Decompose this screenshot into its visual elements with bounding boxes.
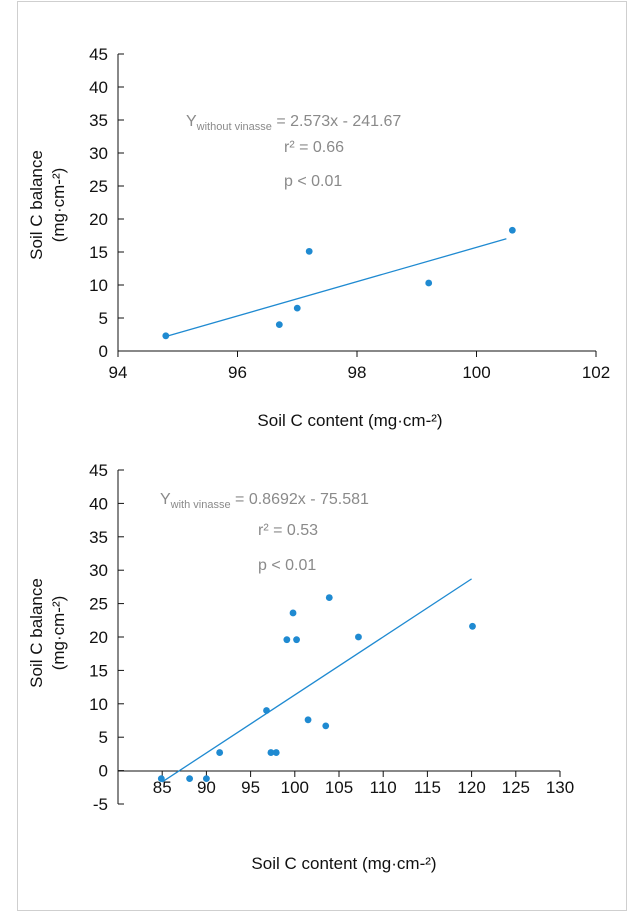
data-point	[325, 594, 333, 601]
y-tick-label: 5	[99, 728, 108, 747]
y-tick-label: -5	[93, 795, 108, 814]
data-point	[293, 304, 301, 312]
y-tick-label: 35	[89, 111, 108, 130]
y-axis-unit: (mg·cm-²)	[49, 596, 68, 671]
y-tick-label: 45	[89, 45, 108, 64]
y-tick-label: 20	[89, 628, 108, 647]
y-tick-label: 45	[89, 461, 108, 480]
y-tick-label: 35	[89, 528, 108, 547]
r-squared-text: r² = 0.66	[284, 139, 344, 156]
data-point	[508, 226, 516, 234]
x-tick-label: 125	[502, 778, 530, 797]
data-point	[355, 633, 362, 641]
x-tick-label: 98	[348, 363, 367, 382]
y-axis-title: Soil C balance	[27, 150, 46, 260]
data-point	[283, 636, 291, 644]
data-point	[203, 775, 210, 783]
data-point	[469, 622, 476, 630]
equation-subscript: with vinasse	[170, 499, 231, 511]
equation-prefix: Y	[186, 113, 197, 130]
y-tick-label: 10	[89, 695, 108, 714]
data-point	[305, 247, 313, 255]
equation-annotation: Ywithout vinasse = 2.573x - 241.67 r² = …	[186, 113, 401, 190]
x-tick-label: 100	[462, 363, 490, 382]
data-point	[425, 279, 433, 287]
y-tick-label: 10	[89, 276, 108, 295]
data-point	[275, 321, 283, 328]
y-tick-label: 40	[89, 494, 108, 513]
equation-text: Ywith vinasse = 0.8692x - 75.581	[160, 491, 369, 511]
x-tick-label: 130	[546, 778, 574, 797]
x-tick-label: 85	[153, 778, 172, 797]
data-point	[216, 749, 224, 756]
data-point	[289, 609, 297, 617]
y-axis-title: Soil C balance	[27, 578, 46, 688]
data-point	[157, 775, 165, 783]
data-point	[263, 707, 270, 714]
equation-text: Ywithout vinasse = 2.573x - 241.67	[186, 113, 401, 133]
x-tick-label: 95	[241, 778, 260, 797]
equation-prefix: Y	[160, 491, 171, 508]
x-tick-label: 102	[582, 363, 610, 382]
y-tick-label: 30	[89, 561, 108, 580]
y-axis-unit: (mg·cm-²)	[49, 168, 68, 243]
x-tick-label: 110	[370, 778, 397, 797]
y-tick-label: 0	[99, 342, 108, 361]
x-tick-label: 90	[197, 778, 216, 797]
x-axis-title: Soil C content (mg·cm-²)	[251, 854, 436, 873]
x-tick-label: 115	[414, 778, 441, 797]
p-value-text: p < 0.01	[258, 557, 316, 574]
data-point	[272, 749, 280, 756]
equation-subscript: without vinasse	[196, 121, 272, 133]
data-point	[162, 332, 170, 340]
y-tick-label: 15	[89, 661, 108, 680]
data-point	[322, 722, 330, 730]
data-point	[304, 716, 312, 724]
chart-without-vinasse: Soil C balance (mg·cm-²) Soil C content …	[27, 45, 610, 430]
x-tick-label: 100	[281, 778, 309, 797]
data-point	[267, 749, 275, 756]
x-axis-title: Soil C content (mg·cm-²)	[257, 411, 442, 430]
trendline	[161, 578, 472, 783]
p-value-text: p < 0.01	[284, 173, 342, 190]
y-tick-label: 40	[89, 78, 108, 97]
y-tick-label: 15	[89, 243, 108, 262]
x-tick-label: 120	[457, 778, 485, 797]
equation-body: = 0.8692x - 75.581	[231, 491, 369, 508]
y-tick-label: 5	[99, 309, 108, 328]
chart-with-vinasse: Soil C balance (mg·cm-²) Soil C content …	[27, 461, 574, 873]
y-tick-label: 30	[89, 144, 108, 163]
data-point	[293, 636, 300, 644]
y-tick-label: 0	[99, 762, 108, 781]
trendline	[165, 238, 507, 338]
y-tick-label: 25	[89, 177, 108, 196]
data-point	[186, 775, 194, 783]
x-tick-label: 105	[325, 778, 353, 797]
y-tick-label: 20	[89, 210, 108, 229]
equation-annotation: Ywith vinasse = 0.8692x - 75.581 r² = 0.…	[160, 491, 369, 574]
x-tick-label: 94	[109, 363, 128, 382]
equation-body: = 2.573x - 241.67	[272, 113, 402, 130]
x-tick-label: 96	[228, 363, 247, 382]
y-tick-label: 25	[89, 595, 108, 614]
r-squared-text: r² = 0.53	[258, 522, 318, 539]
